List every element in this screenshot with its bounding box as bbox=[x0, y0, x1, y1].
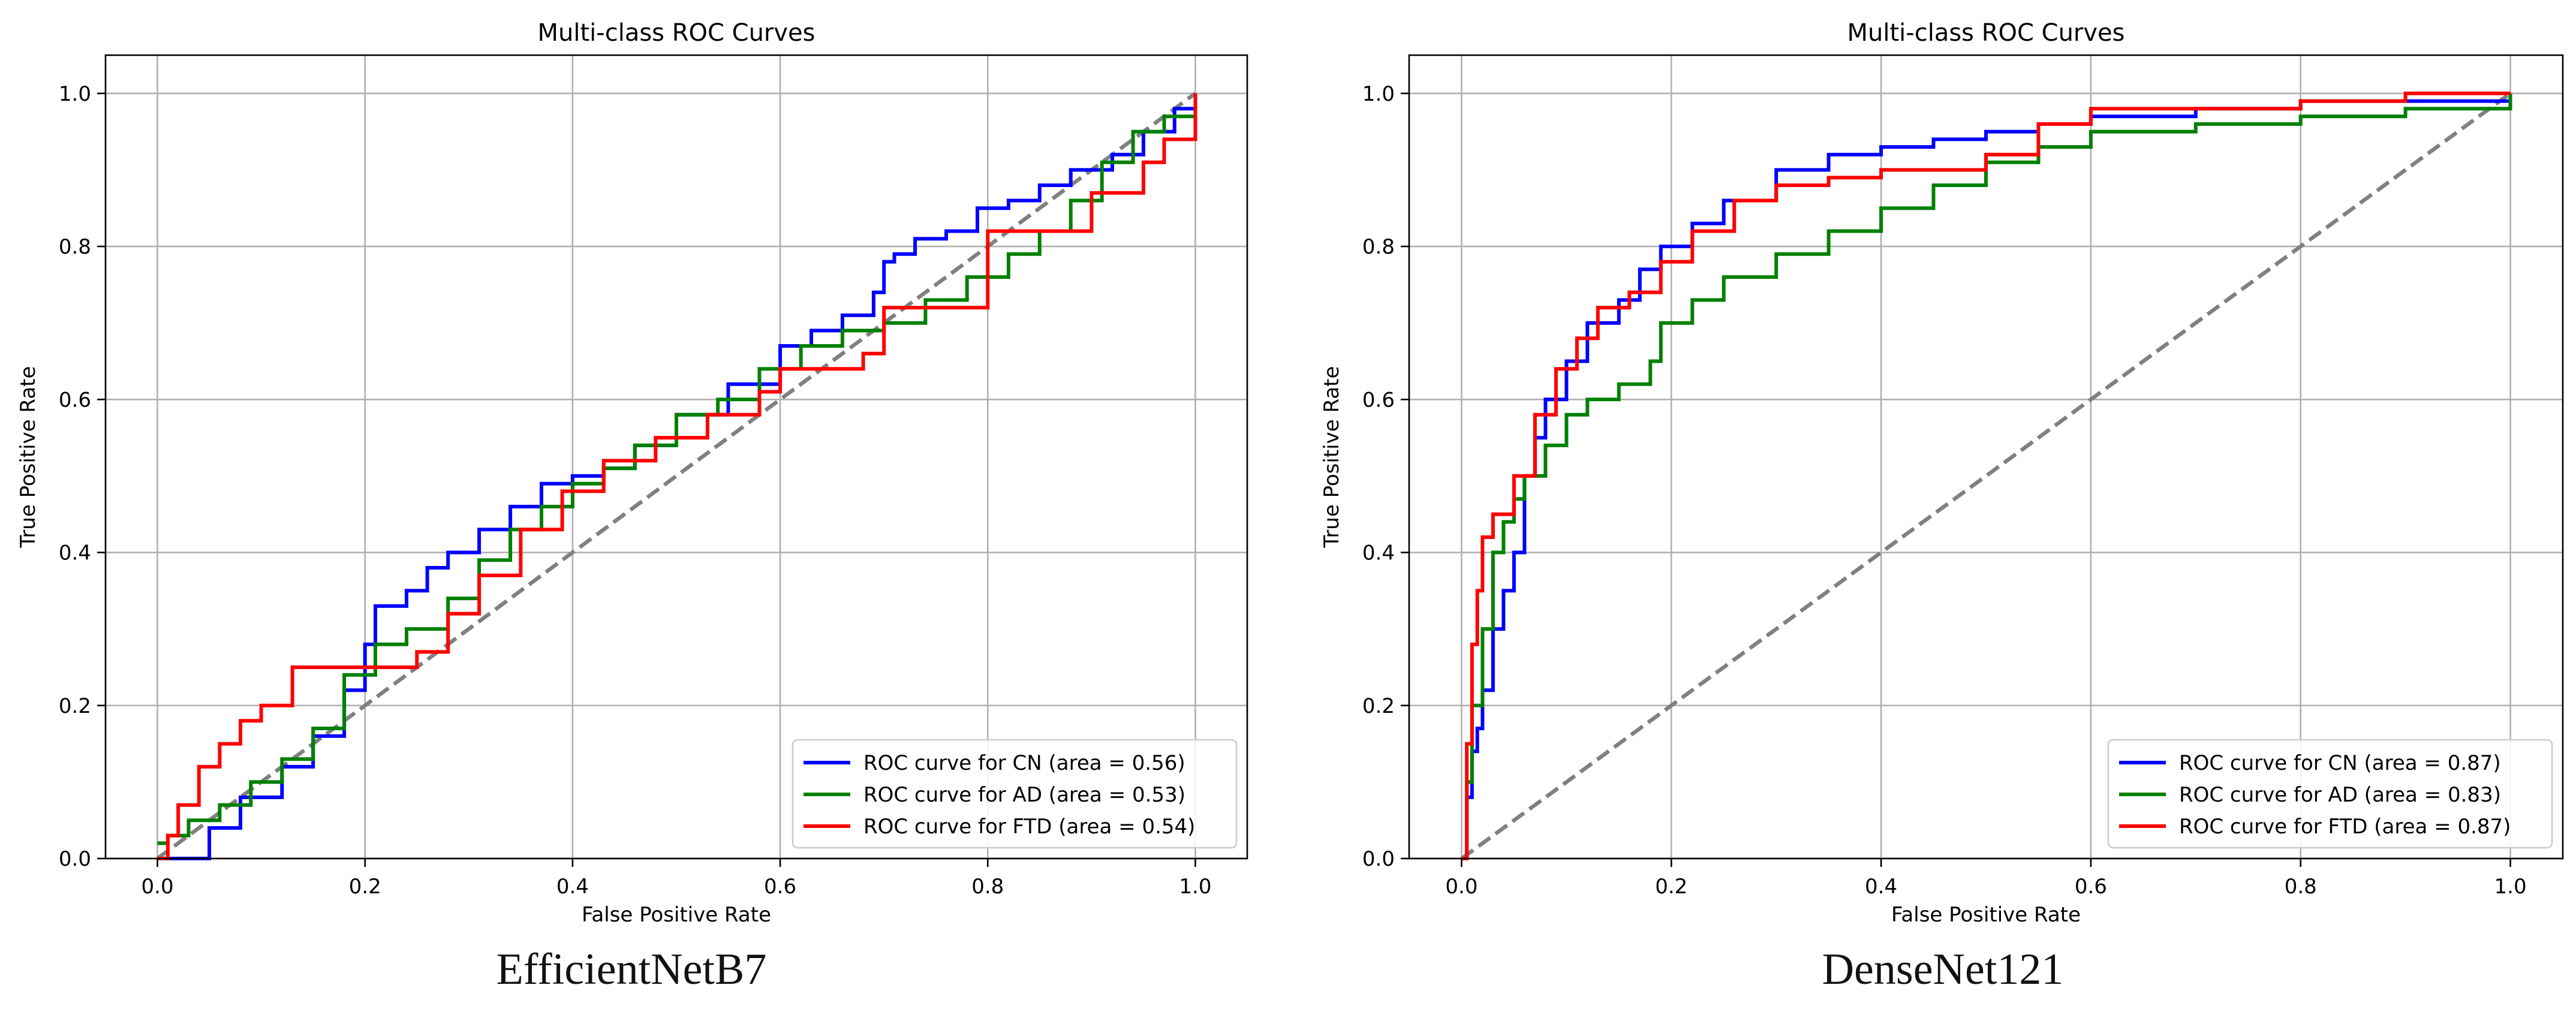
y-tick-label: 1.0 bbox=[1362, 82, 1395, 106]
legend-entry: ROC curve for FTD (area = 0.54) bbox=[863, 815, 1195, 839]
y-tick-label: 0.4 bbox=[59, 541, 91, 565]
y-tick-label: 0.8 bbox=[59, 235, 91, 259]
x-tick-label: 0.6 bbox=[764, 875, 796, 899]
y-axis-label: True Positive Rate bbox=[16, 366, 40, 549]
chance-diagonal-line bbox=[1460, 92, 2512, 860]
roc-curve-ftd bbox=[157, 93, 1197, 860]
y-tick-label: 0.4 bbox=[1362, 541, 1395, 565]
x-tick-label: 0.4 bbox=[1865, 875, 1897, 899]
x-tick-label: 0.8 bbox=[971, 875, 1004, 899]
chance-diagonal-line bbox=[156, 92, 1197, 860]
chart-title: Multi-class ROC Curves bbox=[1847, 19, 2125, 47]
legend-entry: ROC curve for FTD (area = 0.87) bbox=[2179, 815, 2511, 839]
y-tick-label: 0.2 bbox=[59, 694, 91, 718]
y-tick-label: 0.0 bbox=[59, 847, 91, 871]
roc-curve-ad bbox=[157, 93, 1197, 845]
x-tick-label: 0.0 bbox=[1445, 875, 1477, 899]
x-tick-label: 0.2 bbox=[349, 875, 381, 899]
x-tick-label: 0.8 bbox=[2285, 875, 2317, 899]
roc-curve-ftd bbox=[1461, 91, 2511, 860]
legend: ROC curve for CN (area = 0.87) ROC curve … bbox=[2107, 739, 2553, 849]
legend-box bbox=[2107, 739, 2553, 849]
legend-entry: ROC curve for CN (area = 0.56) bbox=[863, 751, 1185, 775]
caption-densenet121: DenseNet121 bbox=[1822, 945, 2064, 994]
y-tick-label: 0.0 bbox=[1362, 847, 1395, 871]
legend: ROC curve for CN (area = 0.56) ROC curve … bbox=[792, 739, 1238, 849]
x-tick-label: 1.0 bbox=[2494, 875, 2527, 899]
y-tick-label: 0.2 bbox=[1362, 694, 1395, 718]
legend-entry: ROC curve for AD (area = 0.83) bbox=[2179, 783, 2501, 807]
roc-chart-efficientnetb7: 0.0 0.2 0.4 0.6 0.8 1.0 0.0 0.2 0.4 0.6 0.8 1.0 Mult… bbox=[16, 19, 1248, 927]
axes-frame bbox=[104, 54, 1248, 860]
legend-entry: ROC curve for CN (area = 0.87) bbox=[2179, 751, 2501, 775]
x-tick-label: 0.4 bbox=[556, 875, 589, 899]
y-tick-label: 1.0 bbox=[59, 82, 91, 106]
legend-box bbox=[792, 739, 1238, 849]
caption-efficientnetb7: EfficientNetB7 bbox=[496, 945, 767, 994]
x-tick-label: 0.6 bbox=[2075, 875, 2107, 899]
x-tick-label: 0.0 bbox=[142, 875, 174, 899]
chart-title: Multi-class ROC Curves bbox=[538, 19, 815, 47]
x-tick-label: 1.0 bbox=[1179, 875, 1211, 899]
axes-frame bbox=[1408, 54, 2564, 860]
y-tick-label: 0.8 bbox=[1362, 235, 1395, 259]
roc-chart-densenet121: 0.0 0.2 0.4 0.6 0.8 1.0 0.0 0.2 0.4 0.6 0.8 1.0 Mult… bbox=[1320, 19, 2564, 927]
roc-curve-ad bbox=[1461, 93, 2512, 860]
y-axis-label: True Positive Rate bbox=[1320, 366, 1344, 549]
x-axis-label: False Positive Rate bbox=[582, 903, 771, 927]
y-tick-label: 0.6 bbox=[59, 388, 91, 412]
legend-entry: ROC curve for AD (area = 0.53) bbox=[863, 783, 1185, 807]
y-tick-label: 0.6 bbox=[1362, 388, 1395, 412]
x-tick-label: 0.2 bbox=[1655, 875, 1687, 899]
x-axis-label: False Positive Rate bbox=[1891, 903, 2081, 927]
